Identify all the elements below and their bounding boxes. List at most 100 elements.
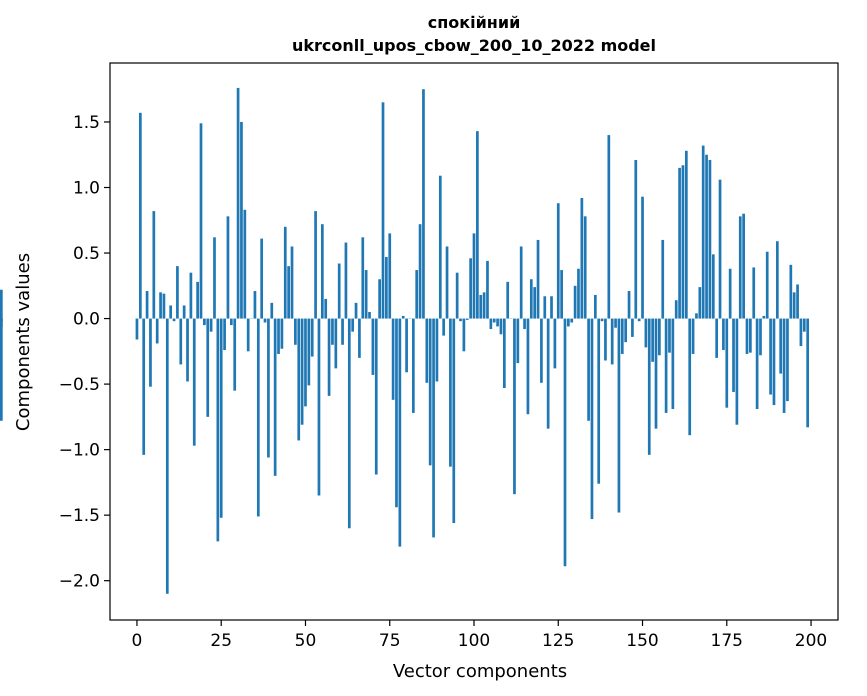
bar [270, 302, 274, 319]
bar [546, 318, 550, 429]
bar [620, 318, 624, 354]
bar [631, 318, 634, 337]
bar [536, 239, 540, 319]
bar [219, 318, 223, 518]
bar [459, 318, 462, 322]
bar [553, 318, 557, 369]
bar [479, 294, 483, 319]
bar [775, 241, 779, 319]
bar [209, 318, 213, 332]
bar [607, 135, 611, 319]
bar [738, 216, 742, 319]
bar [432, 318, 435, 538]
bar [465, 318, 469, 320]
bar [486, 260, 489, 319]
bar [435, 318, 439, 382]
bar [684, 150, 688, 319]
bar [782, 318, 786, 413]
bar [513, 318, 516, 495]
bar [260, 238, 264, 319]
bar [169, 305, 173, 319]
bar [695, 313, 698, 319]
chart-subtitle: ukrconll_upos_cbow_200_10_2022 model [292, 36, 656, 55]
bar [550, 296, 553, 319]
bar [418, 224, 422, 319]
bar [715, 318, 719, 358]
bar [482, 292, 486, 319]
bar [567, 318, 570, 327]
bar [351, 318, 355, 332]
bar [374, 318, 378, 475]
x-tick-label: 0 [132, 631, 143, 651]
bar [610, 318, 614, 365]
bar [159, 292, 162, 319]
bar [644, 318, 648, 348]
y-axis-label: Components values [13, 253, 34, 431]
bar [516, 318, 520, 364]
bar [664, 318, 668, 413]
bar [401, 315, 405, 319]
bar [398, 318, 402, 547]
bar [735, 318, 739, 425]
bar [647, 318, 651, 455]
bar [327, 318, 331, 396]
bar [526, 318, 530, 415]
x-tick-label: 50 [295, 631, 317, 651]
bar [445, 246, 449, 319]
bar [425, 318, 429, 383]
x-tick-label: 200 [795, 631, 827, 651]
x-tick-label: 150 [626, 631, 658, 651]
x-tick-label: 125 [542, 631, 574, 651]
bar [411, 318, 415, 413]
bar [637, 318, 641, 322]
bar [364, 270, 368, 319]
bar [206, 318, 210, 417]
bar [802, 318, 806, 332]
bar [331, 318, 334, 345]
bar [681, 165, 685, 319]
bar [732, 318, 735, 392]
bar [442, 318, 446, 336]
bar [405, 318, 408, 373]
bar [634, 159, 638, 319]
y-tick-label: 0.5 [73, 244, 100, 264]
bar [317, 318, 321, 496]
bar [300, 318, 304, 425]
bar [337, 263, 341, 319]
bar [179, 318, 183, 365]
bar [438, 175, 442, 319]
bar [304, 318, 307, 407]
bar [772, 318, 776, 406]
bar [752, 267, 756, 319]
bar [378, 279, 381, 319]
bar [310, 318, 314, 357]
bar [142, 318, 146, 455]
x-tick-label: 175 [711, 631, 743, 651]
bar [391, 318, 395, 400]
bar [455, 272, 459, 319]
bar [243, 209, 247, 319]
bar [529, 279, 533, 319]
bar [294, 318, 297, 345]
bar [189, 272, 193, 319]
bar [570, 318, 574, 323]
bar [708, 159, 712, 319]
bar [449, 318, 452, 467]
bar [462, 318, 466, 352]
bar [152, 211, 156, 319]
y-tick-label: −1.5 [59, 506, 100, 526]
bar [604, 318, 607, 361]
bar [587, 318, 590, 421]
bar [759, 318, 762, 356]
bar [263, 318, 267, 323]
bar [307, 318, 311, 386]
bar [540, 318, 543, 383]
bar [395, 318, 398, 508]
bar [502, 318, 506, 389]
bar [385, 256, 388, 319]
bar [149, 318, 152, 387]
bar [277, 318, 280, 354]
bar [749, 318, 752, 353]
bar [688, 318, 692, 436]
bar [196, 281, 199, 319]
